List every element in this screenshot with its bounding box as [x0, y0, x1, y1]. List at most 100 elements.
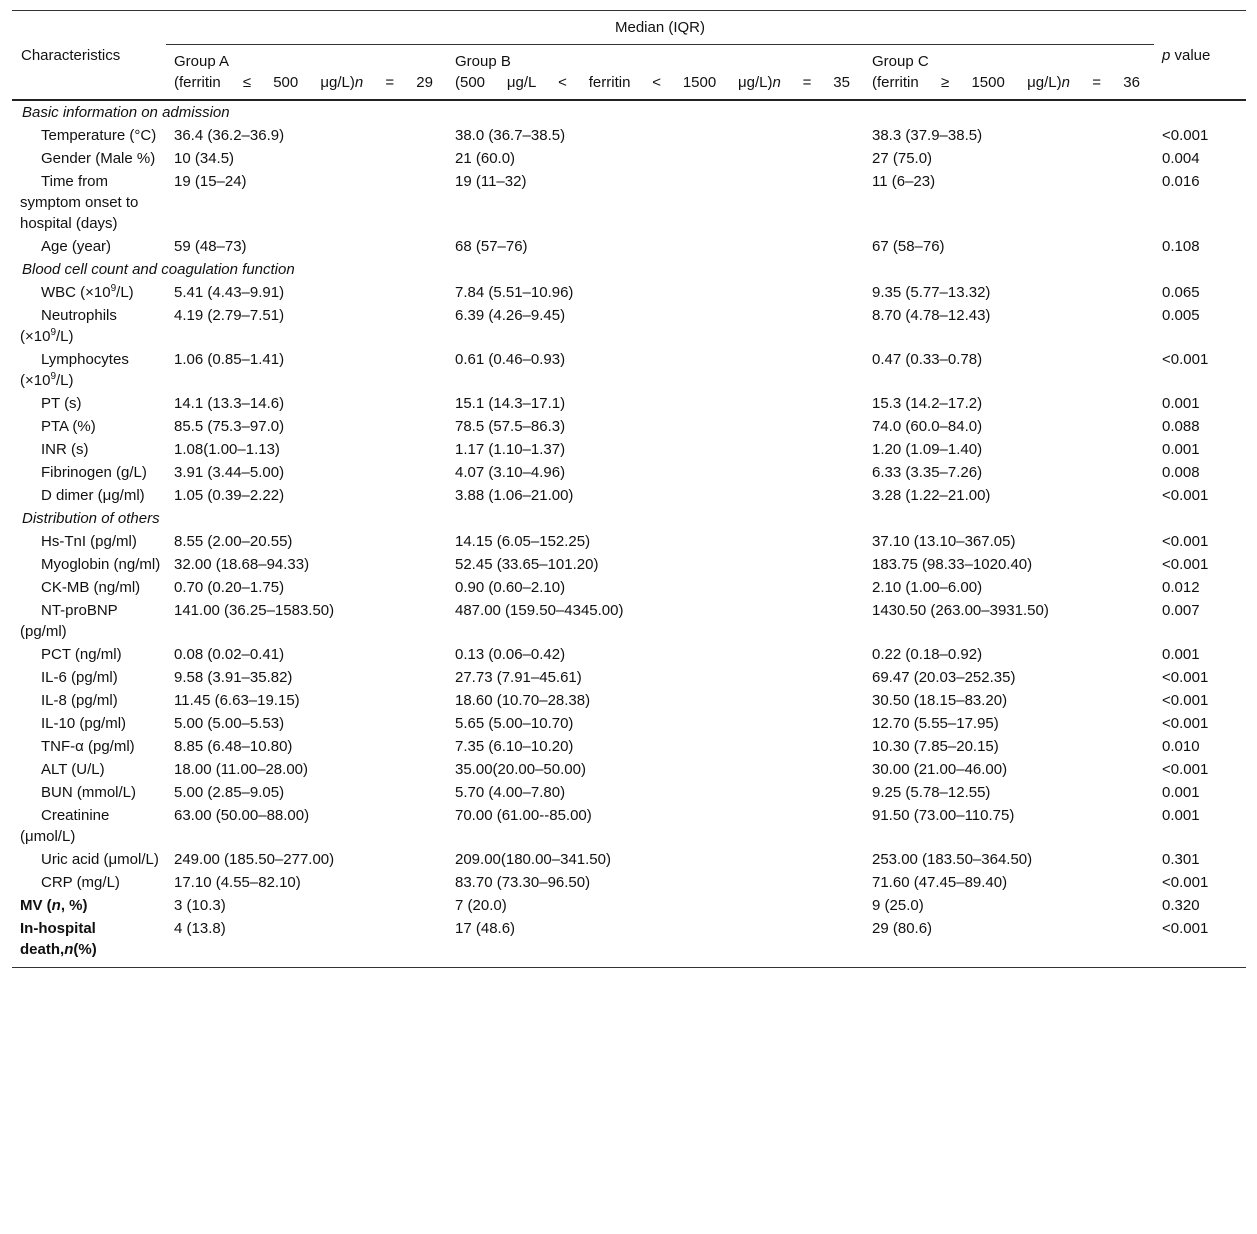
- cell-group-c: 74.0 (60.0–84.0): [872, 418, 983, 435]
- table-row: IL-8 (pg/ml) 11.45 (6.63–19.15) 18.60 (10.…: [12, 689, 1246, 712]
- cell-characteristic: In-hospital death,n(%): [12, 917, 166, 961]
- cell-characteristic: IL-8 (pg/ml): [12, 689, 166, 712]
- table-row: PT (s) 14.1 (13.3–14.6) 15.1 (14.3–17.1) 15…: [12, 392, 1246, 415]
- section-title: Blood cell count and coagulation functio…: [22, 261, 295, 278]
- criteria-token: μg/L)n: [738, 74, 781, 91]
- cell-group-a: 1.06 (0.85–1.41): [174, 351, 285, 368]
- cell-group-a: 5.41 (4.43–9.91): [174, 284, 285, 301]
- table-row: Neutrophils (×109/L) 4.19 (2.79–7.51) 6.39…: [12, 304, 1246, 348]
- cell-group-c: 11 (6–23): [872, 173, 936, 190]
- cell-group-c: 27 (75.0): [872, 150, 933, 167]
- group-criteria: (500 μg/L < ferritin <1500 μg/L)n = 35: [455, 72, 864, 93]
- table-row: Gender (Male %) 10 (34.5) 21 (60.0) 27 (75.…: [12, 147, 1246, 170]
- cell-p-value: 0.001: [1162, 441, 1200, 458]
- cell-group-b: 27.73 (7.91–45.61): [455, 669, 582, 686]
- cell-group-b: 17 (48.6): [455, 920, 516, 937]
- row-label: Neutrophils (×109/L): [20, 307, 117, 345]
- cell-characteristic: IL-10 (pg/ml): [12, 712, 166, 735]
- table-row: ALT (U/L) 18.00 (11.00–28.00) 35.00(20.00–…: [12, 758, 1246, 781]
- header-group-a: Group A (ferritin ≤500 μg/L)n = 29: [166, 44, 447, 101]
- group-name: Group C: [872, 53, 929, 70]
- cell-characteristic: Hs-TnI (pg/ml): [12, 530, 166, 553]
- cell-group-b: 52.45 (33.65–101.20): [455, 556, 599, 573]
- cell-p-value: <0.001: [1162, 127, 1209, 144]
- criteria-token: (ferritin: [872, 74, 919, 91]
- cell-group-c: 0.47 (0.33–0.78): [872, 351, 983, 368]
- cell-characteristic: Neutrophils (×109/L): [12, 304, 166, 348]
- cell-characteristic: Creatinine (μmol/L): [12, 804, 166, 848]
- cell-group-c: 67 (58–76): [872, 238, 945, 255]
- row-label: In-hospital death,n(%): [20, 920, 97, 958]
- n-symbol: n: [772, 74, 781, 91]
- table-row: Uric acid (μmol/L) 249.00 (185.50–277.00)…: [12, 848, 1246, 871]
- row-label: IL-6 (pg/ml): [41, 669, 118, 686]
- cell-group-a: 11.45 (6.63–19.15): [174, 692, 300, 709]
- criteria-token: μg/L: [506, 74, 537, 91]
- cell-group-b: 487.00 (159.50–4345.00): [455, 602, 624, 619]
- section-header: Basic information on admission: [12, 100, 1246, 124]
- row-label: D dimer (μg/ml): [41, 487, 145, 504]
- cell-group-c: 6.33 (3.35–7.26): [872, 464, 983, 481]
- section-header: Blood cell count and coagulation functio…: [12, 258, 1246, 281]
- table-row: PTA (%) 85.5 (75.3–97.0) 78.5 (57.5–86.3) 7…: [12, 415, 1246, 438]
- cell-p-value: <0.001: [1162, 669, 1209, 686]
- cell-group-a: 14.1 (13.3–14.6): [174, 395, 285, 412]
- cell-characteristic: Age (year): [12, 235, 166, 258]
- section-title: Distribution of others: [22, 510, 160, 527]
- cell-group-b: 38.0 (36.7–38.5): [455, 127, 566, 144]
- table-row: Myoglobin (ng/ml) 32.00 (18.68–94.33) 52.4…: [12, 553, 1246, 576]
- group-name: Group B: [455, 53, 511, 70]
- cell-group-a: 0.70 (0.20–1.75): [174, 579, 285, 596]
- cell-p-value: <0.001: [1162, 692, 1209, 709]
- cell-group-a: 1.05 (0.39–2.22): [174, 487, 285, 504]
- cell-characteristic: BUN (mmol/L): [12, 781, 166, 804]
- cell-p-value: 0.010: [1162, 738, 1200, 755]
- cell-group-a: 8.85 (6.48–10.80): [174, 738, 293, 755]
- criteria-token: 35: [833, 74, 850, 91]
- row-label: NT-proBNP (pg/ml): [20, 602, 118, 640]
- table-row: CK-MB (ng/ml) 0.70 (0.20–1.75) 0.90 (0.60–…: [12, 576, 1246, 599]
- cell-p-value: 0.004: [1162, 150, 1200, 167]
- row-label: Uric acid (μmol/L): [41, 851, 159, 868]
- cell-characteristic: TNF-α (pg/ml): [12, 735, 166, 758]
- cell-group-c: 2.10 (1.00–6.00): [872, 579, 983, 596]
- cell-characteristic: PTA (%): [12, 415, 166, 438]
- criteria-token: ferritin: [588, 74, 631, 91]
- cell-group-c: 9.25 (5.78–12.55): [872, 784, 991, 801]
- cell-group-b: 0.61 (0.46–0.93): [455, 351, 566, 368]
- cell-p-value: 0.001: [1162, 395, 1200, 412]
- criteria-token: =: [1092, 74, 1102, 91]
- header-p-value: p value: [1154, 11, 1246, 101]
- table-row: Age (year) 59 (48–73) 68 (57–76) 67 (58–76)…: [12, 235, 1246, 258]
- cell-group-a: 5.00 (5.00–5.53): [174, 715, 285, 732]
- row-label: Age (year): [41, 238, 112, 255]
- cell-group-b: 4.07 (3.10–4.96): [455, 464, 566, 481]
- cell-characteristic: ALT (U/L): [12, 758, 166, 781]
- cell-group-c: 253.00 (183.50–364.50): [872, 851, 1033, 868]
- cell-group-a: 0.08 (0.02–0.41): [174, 646, 285, 663]
- cell-group-c: 38.3 (37.9–38.5): [872, 127, 983, 144]
- cell-p-value: <0.001: [1162, 761, 1209, 778]
- cell-characteristic: Myoglobin (ng/ml): [12, 553, 166, 576]
- table-row: TNF-α (pg/ml) 8.85 (6.48–10.80) 7.35 (6.10…: [12, 735, 1246, 758]
- cell-p-value: <0.001: [1162, 920, 1209, 937]
- criteria-token: ≤: [242, 74, 252, 91]
- criteria-token: 1500: [682, 74, 717, 91]
- table-row: NT-proBNP (pg/ml) 141.00 (36.25–1583.50) 4…: [12, 599, 1246, 643]
- cell-group-c: 1.20 (1.09–1.40): [872, 441, 983, 458]
- superscript: 9: [110, 283, 117, 294]
- cell-group-c: 0.22 (0.18–0.92): [872, 646, 983, 663]
- criteria-token: <: [558, 74, 567, 91]
- row-label: Myoglobin (ng/ml): [41, 556, 161, 573]
- cell-characteristic: NT-proBNP (pg/ml): [12, 599, 166, 643]
- cell-group-b: 18.60 (10.70–28.38): [455, 692, 591, 709]
- cell-group-b: 14.15 (6.05–152.25): [455, 533, 591, 550]
- cell-group-a: 1.08(1.00–1.13): [174, 441, 280, 458]
- cell-p-value: <0.001: [1162, 715, 1209, 732]
- header-median-iqr: Median (IQR): [166, 11, 1154, 45]
- row-label: CRP (mg/L): [41, 874, 120, 891]
- table-row: BUN (mmol/L) 5.00 (2.85–9.05) 5.70 (4.00–7…: [12, 781, 1246, 804]
- criteria-token: (ferritin: [174, 74, 221, 91]
- cell-p-value: 0.016: [1162, 173, 1200, 190]
- cell-group-c: 1430.50 (263.00–3931.50): [872, 602, 1049, 619]
